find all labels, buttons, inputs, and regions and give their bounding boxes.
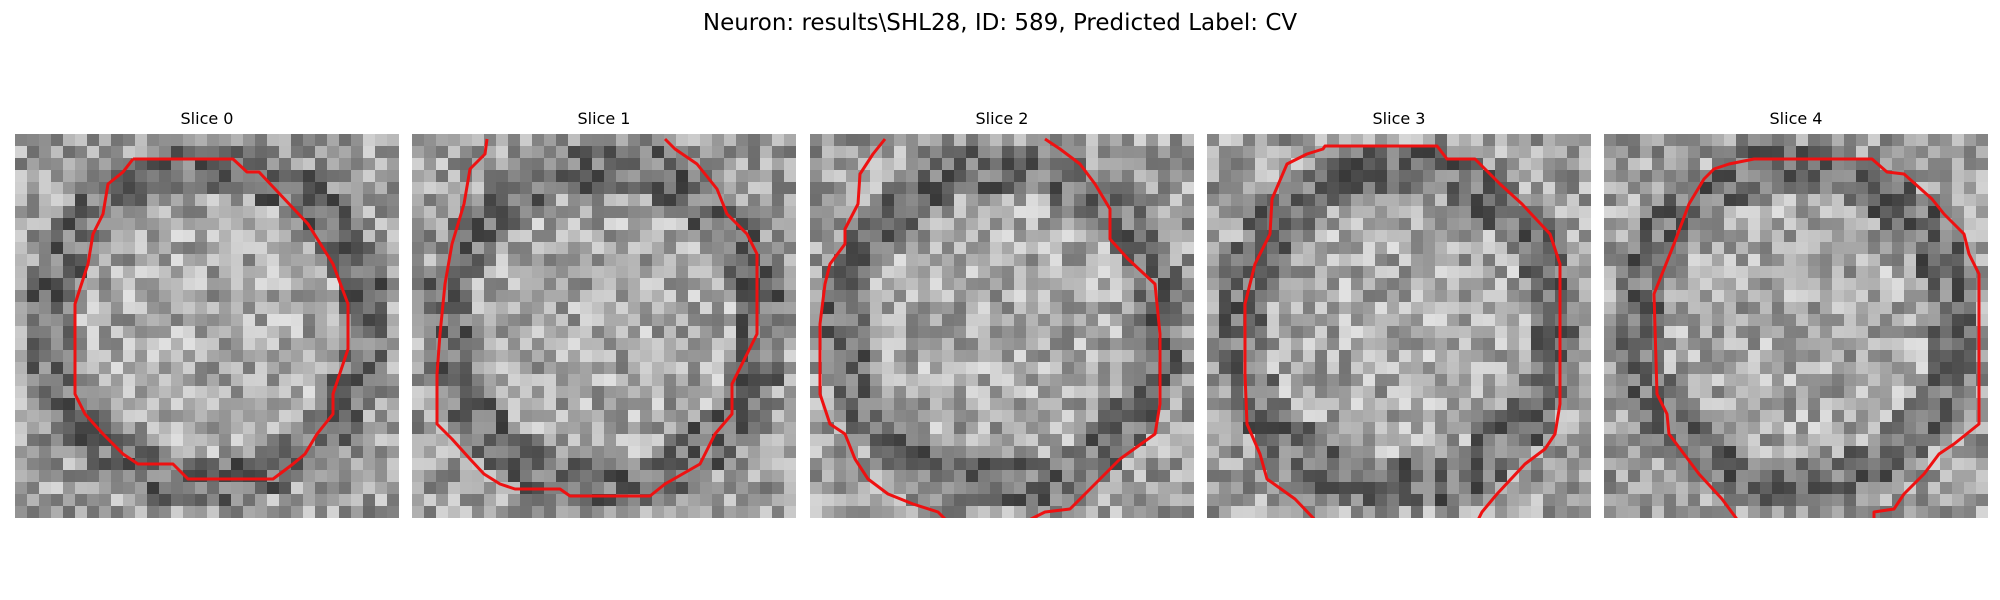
slice-title: Slice 2: [975, 109, 1029, 128]
slice-image: [810, 134, 1194, 518]
grayscale-pixels: [1207, 134, 1591, 518]
grayscale-pixels: [15, 134, 399, 518]
roi-contour: [1243, 144, 1562, 518]
slice-title: Slice 3: [1372, 109, 1426, 128]
slice-image: [412, 134, 796, 518]
slice-image: [15, 134, 399, 518]
slice-title: Slice 0: [180, 109, 234, 128]
roi-contour: [818, 138, 947, 518]
roi-contour: [435, 137, 759, 498]
slice-title: Slice 1: [577, 109, 631, 128]
slice-image: [1604, 134, 1988, 518]
grayscale-pixels: [1604, 134, 1988, 518]
roi-contour: [73, 157, 350, 481]
grayscale-pixels: [810, 134, 1194, 518]
slice-title: Slice 4: [1769, 109, 1823, 128]
roi-contour: [1652, 157, 1981, 518]
figure-title: Neuron: results\SHL28, ID: 589, Predicte…: [702, 10, 1298, 36]
roi-contour: [1029, 137, 1162, 518]
slice-image: [1207, 134, 1591, 518]
